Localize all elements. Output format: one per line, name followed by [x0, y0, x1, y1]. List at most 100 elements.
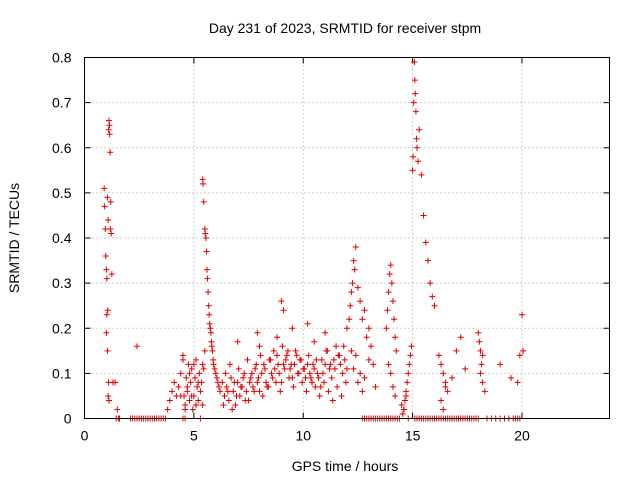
data-point	[409, 167, 416, 174]
data-point	[283, 352, 290, 359]
data-point	[431, 302, 438, 309]
data-point	[108, 271, 115, 278]
data-point	[388, 280, 395, 287]
data-point	[204, 266, 210, 273]
data-point	[293, 352, 300, 359]
data-point	[103, 266, 110, 273]
data-point	[325, 388, 332, 395]
data-point	[497, 361, 504, 368]
data-point	[103, 311, 110, 318]
data-point	[235, 365, 242, 372]
data-point	[210, 361, 217, 368]
data-point	[199, 401, 206, 408]
data-point	[271, 365, 278, 372]
plot-frame	[84, 57, 610, 419]
data-point	[322, 329, 329, 336]
data-point	[316, 392, 323, 399]
data-point	[102, 225, 109, 232]
data-point	[410, 153, 417, 160]
data-point	[186, 397, 193, 404]
data-point	[103, 275, 110, 282]
data-point	[246, 379, 253, 386]
data-point	[354, 284, 361, 291]
data-point	[278, 379, 285, 386]
data-point	[414, 144, 420, 151]
data-point	[418, 171, 425, 178]
data-point	[477, 370, 484, 377]
data-point	[228, 374, 235, 381]
data-point	[323, 347, 330, 354]
data-points	[101, 59, 527, 422]
data-point	[206, 320, 213, 327]
data-point	[289, 325, 296, 332]
data-point	[229, 406, 236, 413]
data-point	[305, 352, 312, 359]
data-point	[193, 356, 200, 363]
data-point	[187, 379, 194, 386]
data-point	[105, 392, 112, 399]
axis-ticks: 0 5 10 15 20 0 0.1 0.2 0.3 0.4 0.5 0.6 0.7 0.8	[52, 50, 610, 444]
data-point	[338, 392, 345, 399]
data-point	[287, 365, 294, 372]
data-point	[392, 392, 399, 399]
data-point	[407, 352, 414, 359]
data-point	[272, 379, 279, 386]
data-point	[195, 397, 202, 404]
data-point	[326, 365, 333, 372]
data-point	[315, 374, 322, 381]
x-axis-label: GPS time / hours	[292, 458, 399, 474]
data-point	[404, 379, 411, 386]
data-point	[340, 343, 347, 350]
data-point	[400, 406, 407, 413]
data-point	[263, 379, 270, 386]
data-point	[406, 361, 413, 368]
data-point	[392, 334, 399, 341]
data-point	[241, 370, 248, 377]
data-point	[429, 293, 436, 300]
y-tick-label: 0.2	[52, 320, 72, 336]
data-point	[372, 383, 379, 390]
data-point	[222, 370, 229, 377]
data-point	[444, 388, 451, 395]
data-point	[311, 365, 318, 372]
data-point	[328, 374, 335, 381]
data-point	[310, 361, 317, 368]
data-point	[279, 343, 286, 350]
y-tick-label: 0.3	[52, 275, 72, 291]
data-point	[479, 379, 486, 386]
data-point	[255, 374, 262, 381]
data-point	[341, 356, 348, 363]
data-point	[260, 361, 267, 368]
data-point	[424, 257, 431, 264]
data-point	[244, 356, 251, 363]
data-point	[318, 356, 325, 363]
data-point	[107, 149, 114, 156]
data-point	[410, 99, 417, 106]
data-point	[393, 347, 400, 354]
y-tick-label: 0.5	[52, 185, 72, 201]
data-point	[212, 370, 219, 377]
data-point	[299, 379, 306, 386]
data-point	[327, 361, 334, 368]
data-point	[348, 289, 355, 296]
data-point	[357, 298, 364, 305]
x-tick-label: 20	[514, 428, 530, 444]
data-point	[177, 370, 184, 377]
chart-title: Day 231 of 2023, SRMTID for receiver stp…	[209, 20, 481, 36]
data-point	[411, 59, 418, 66]
data-point	[348, 347, 355, 354]
data-point	[438, 361, 445, 368]
data-point	[339, 370, 346, 377]
data-point	[280, 307, 287, 314]
data-point	[306, 370, 313, 377]
data-point	[479, 352, 486, 359]
data-point	[389, 298, 396, 305]
data-point	[202, 235, 209, 241]
data-point	[193, 401, 200, 408]
data-point	[191, 374, 198, 381]
data-point	[184, 383, 191, 390]
data-point	[405, 370, 412, 377]
data-point	[333, 343, 340, 350]
data-point	[365, 325, 372, 332]
data-point	[217, 388, 224, 395]
